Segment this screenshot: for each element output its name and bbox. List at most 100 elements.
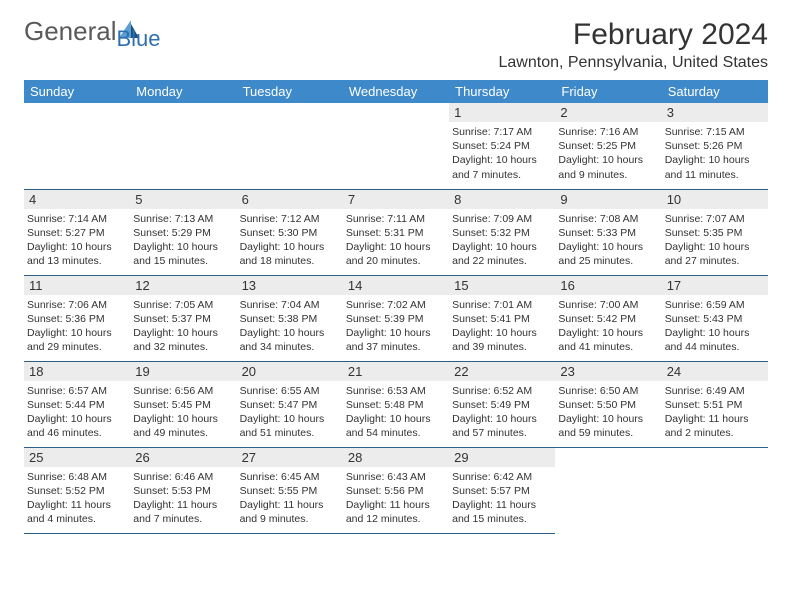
day-details: Sunrise: 7:14 AMSunset: 5:27 PMDaylight:…: [27, 212, 127, 269]
empty-cell: [24, 103, 130, 189]
day-details: Sunrise: 6:43 AMSunset: 5:56 PMDaylight:…: [346, 470, 446, 527]
day-number: 13: [237, 276, 343, 295]
day-cell: 9 Sunrise: 7:08 AMSunset: 5:33 PMDaylight…: [555, 189, 661, 275]
day-cell: 11 Sunrise: 7:06 AMSunset: 5:36 PMDayligh…: [24, 275, 130, 361]
brand-logo: General Blue: [24, 18, 189, 44]
header: General Blue February 2024 Lawnton, Penn…: [24, 18, 768, 72]
day-cell: 25 Sunrise: 6:48 AMSunset: 5:52 PMDayligh…: [24, 447, 130, 533]
day-cell: 18 Sunrise: 6:57 AMSunset: 5:44 PMDayligh…: [24, 361, 130, 447]
weekday-header: Tuesday: [237, 80, 343, 103]
calendar-row: 25 Sunrise: 6:48 AMSunset: 5:52 PMDayligh…: [24, 447, 768, 533]
calendar-row: 18 Sunrise: 6:57 AMSunset: 5:44 PMDayligh…: [24, 361, 768, 447]
day-number: 22: [449, 362, 555, 381]
weekday-header: Thursday: [449, 80, 555, 103]
day-number: 6: [237, 190, 343, 209]
day-cell: 14 Sunrise: 7:02 AMSunset: 5:39 PMDayligh…: [343, 275, 449, 361]
location: Lawnton, Pennsylvania, United States: [499, 54, 769, 72]
weekday-header: Saturday: [662, 80, 768, 103]
weekday-header: Sunday: [24, 80, 130, 103]
day-cell: 12 Sunrise: 7:05 AMSunset: 5:37 PMDayligh…: [130, 275, 236, 361]
day-cell: 6 Sunrise: 7:12 AMSunset: 5:30 PMDaylight…: [237, 189, 343, 275]
day-cell: 7 Sunrise: 7:11 AMSunset: 5:31 PMDaylight…: [343, 189, 449, 275]
day-details: Sunrise: 7:09 AMSunset: 5:32 PMDaylight:…: [452, 212, 552, 269]
day-details: Sunrise: 6:45 AMSunset: 5:55 PMDaylight:…: [240, 470, 340, 527]
day-number: 12: [130, 276, 236, 295]
brand-word-2: Blue: [117, 28, 161, 50]
day-number: 3: [662, 103, 768, 122]
day-cell: 29Sunrise: 6:42 AMSunset: 5:57 PMDayligh…: [449, 447, 555, 533]
day-details: Sunrise: 7:01 AMSunset: 5:41 PMDaylight:…: [452, 298, 552, 355]
day-cell: 3Sunrise: 7:15 AMSunset: 5:26 PMDaylight…: [662, 103, 768, 189]
weekday-header: Friday: [555, 80, 661, 103]
brand-word-1: General: [24, 18, 117, 44]
day-cell: 19 Sunrise: 6:56 AMSunset: 5:45 PMDayligh…: [130, 361, 236, 447]
empty-cell: [343, 103, 449, 189]
title-block: February 2024 Lawnton, Pennsylvania, Uni…: [499, 18, 769, 72]
day-cell: 13 Sunrise: 7:04 AMSunset: 5:38 PMDayligh…: [237, 275, 343, 361]
day-cell: 2 Sunrise: 7:16 AMSunset: 5:25 PMDaylight…: [555, 103, 661, 189]
day-cell: 8Sunrise: 7:09 AMSunset: 5:32 PMDaylight…: [449, 189, 555, 275]
day-details: Sunrise: 6:59 AMSunset: 5:43 PMDaylight:…: [665, 298, 765, 355]
day-details: Sunrise: 7:16 AMSunset: 5:25 PMDaylight:…: [558, 125, 658, 182]
day-number: 21: [343, 362, 449, 381]
day-details: Sunrise: 7:05 AMSunset: 5:37 PMDaylight:…: [133, 298, 233, 355]
weekday-header-row: SundayMondayTuesdayWednesdayThursdayFrid…: [24, 80, 768, 103]
day-details: Sunrise: 6:52 AMSunset: 5:49 PMDaylight:…: [452, 384, 552, 441]
day-number: 17: [662, 276, 768, 295]
day-details: Sunrise: 6:53 AMSunset: 5:48 PMDaylight:…: [346, 384, 446, 441]
day-number: 24: [662, 362, 768, 381]
day-details: Sunrise: 6:48 AMSunset: 5:52 PMDaylight:…: [27, 470, 127, 527]
calendar-row: 1Sunrise: 7:17 AMSunset: 5:24 PMDaylight…: [24, 103, 768, 189]
day-cell: 26 Sunrise: 6:46 AMSunset: 5:53 PMDayligh…: [130, 447, 236, 533]
day-number: 1: [449, 103, 555, 122]
day-number: 29: [449, 448, 555, 467]
day-details: Sunrise: 6:50 AMSunset: 5:50 PMDaylight:…: [558, 384, 658, 441]
empty-cell: [130, 103, 236, 189]
day-number: 2: [555, 103, 661, 122]
day-details: Sunrise: 7:11 AMSunset: 5:31 PMDaylight:…: [346, 212, 446, 269]
day-details: Sunrise: 7:13 AMSunset: 5:29 PMDaylight:…: [133, 212, 233, 269]
calendar-row: 11 Sunrise: 7:06 AMSunset: 5:36 PMDayligh…: [24, 275, 768, 361]
day-cell: 10Sunrise: 7:07 AMSunset: 5:35 PMDayligh…: [662, 189, 768, 275]
day-cell: 4 Sunrise: 7:14 AMSunset: 5:27 PMDaylight…: [24, 189, 130, 275]
day-number: 15: [449, 276, 555, 295]
day-details: Sunrise: 6:46 AMSunset: 5:53 PMDaylight:…: [133, 470, 233, 527]
day-number: 11: [24, 276, 130, 295]
day-cell: 1Sunrise: 7:17 AMSunset: 5:24 PMDaylight…: [449, 103, 555, 189]
day-number: 14: [343, 276, 449, 295]
day-details: Sunrise: 7:02 AMSunset: 5:39 PMDaylight:…: [346, 298, 446, 355]
day-number: 4: [24, 190, 130, 209]
day-cell: 23 Sunrise: 6:50 AMSunset: 5:50 PMDayligh…: [555, 361, 661, 447]
day-cell: 21 Sunrise: 6:53 AMSunset: 5:48 PMDayligh…: [343, 361, 449, 447]
day-number: 26: [130, 448, 236, 467]
day-details: Sunrise: 7:08 AMSunset: 5:33 PMDaylight:…: [558, 212, 658, 269]
empty-cell: [555, 447, 661, 533]
day-number: 9: [555, 190, 661, 209]
day-cell: 15 Sunrise: 7:01 AMSunset: 5:41 PMDayligh…: [449, 275, 555, 361]
day-number: 20: [237, 362, 343, 381]
day-cell: 17 Sunrise: 6:59 AMSunset: 5:43 PMDayligh…: [662, 275, 768, 361]
day-cell: 24Sunrise: 6:49 AMSunset: 5:51 PMDayligh…: [662, 361, 768, 447]
day-number: 27: [237, 448, 343, 467]
day-number: 16: [555, 276, 661, 295]
day-details: Sunrise: 7:04 AMSunset: 5:38 PMDaylight:…: [240, 298, 340, 355]
day-cell: 22 Sunrise: 6:52 AMSunset: 5:49 PMDayligh…: [449, 361, 555, 447]
day-cell: 28 Sunrise: 6:43 AMSunset: 5:56 PMDayligh…: [343, 447, 449, 533]
day-number: 28: [343, 448, 449, 467]
month-title: February 2024: [499, 18, 769, 52]
day-cell: 27 Sunrise: 6:45 AMSunset: 5:55 PMDayligh…: [237, 447, 343, 533]
day-number: 10: [662, 190, 768, 209]
day-details: Sunrise: 6:57 AMSunset: 5:44 PMDaylight:…: [27, 384, 127, 441]
day-details: Sunrise: 7:12 AMSunset: 5:30 PMDaylight:…: [240, 212, 340, 269]
day-number: 19: [130, 362, 236, 381]
day-details: Sunrise: 7:06 AMSunset: 5:36 PMDaylight:…: [27, 298, 127, 355]
day-details: Sunrise: 6:56 AMSunset: 5:45 PMDaylight:…: [133, 384, 233, 441]
day-number: 25: [24, 448, 130, 467]
empty-cell: [237, 103, 343, 189]
calendar-table: SundayMondayTuesdayWednesdayThursdayFrid…: [24, 80, 768, 534]
day-number: 18: [24, 362, 130, 381]
day-details: Sunrise: 7:00 AMSunset: 5:42 PMDaylight:…: [558, 298, 658, 355]
day-number: 7: [343, 190, 449, 209]
calendar-row: 4 Sunrise: 7:14 AMSunset: 5:27 PMDaylight…: [24, 189, 768, 275]
day-number: 23: [555, 362, 661, 381]
